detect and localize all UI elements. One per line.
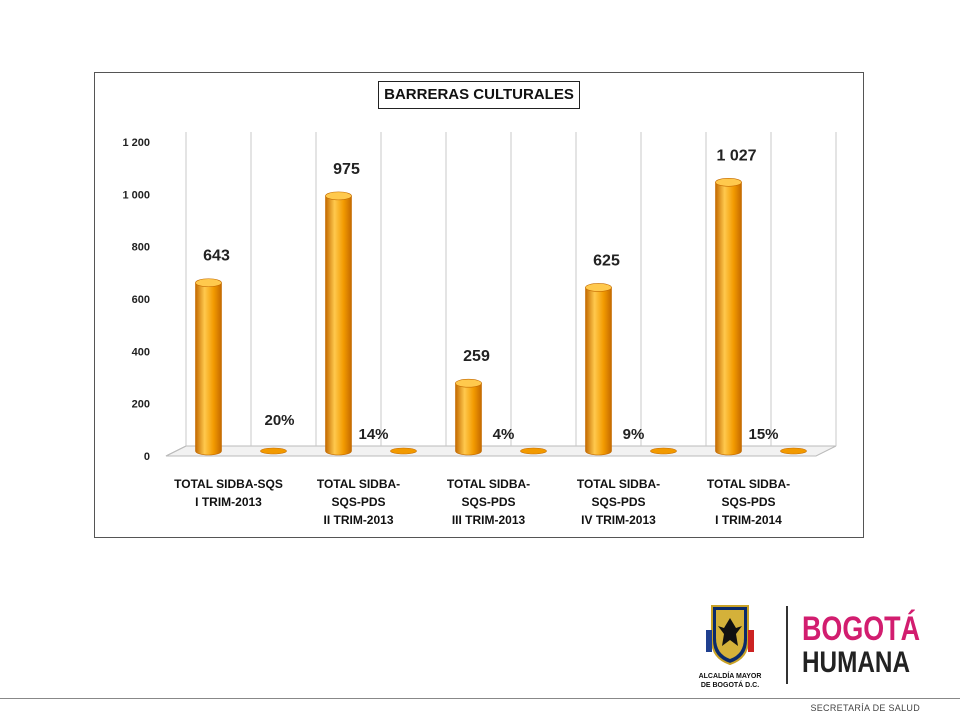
y-tick-label: 1 000: [122, 189, 150, 201]
x-tick-label: TOTAL SIDBA-SQS I TRIM-2013: [163, 475, 295, 511]
bar-top-2: [325, 191, 352, 201]
x-tick-label-line: SQS-PDS: [461, 495, 516, 509]
bar-chart: 0 200 400 600 800 1 000 1 200 643 20% 975 14% 259 4%…: [122, 132, 837, 463]
x-tick-label-line: SQS-PDS: [721, 495, 776, 509]
percent-label-5: 15%: [748, 426, 778, 443]
alcaldia-line2: DE BOGOTÁ D.C.: [701, 680, 759, 689]
x-tick-label-line: I TRIM-2013: [195, 495, 262, 509]
bar-4: [585, 287, 612, 456]
x-tick-label: TOTAL SIDBA- SQS-PDS IV TRIM-2013: [553, 475, 685, 529]
chart-title: BARRERAS CULTURALES: [378, 81, 580, 109]
footer-text: SECRETARÍA DE SALUD: [810, 703, 920, 713]
y-tick-label: 800: [132, 242, 150, 254]
x-tick-label-line: TOTAL SIDBA-SQS: [174, 477, 283, 491]
bar-1: [195, 282, 222, 456]
x-tick-label: TOTAL SIDBA- SQS-PDS I TRIM-2014: [683, 475, 815, 529]
x-tick-label-line: SQS-PDS: [591, 495, 646, 509]
value-label-1: 643: [203, 248, 230, 265]
value-label-5: 1 027: [716, 147, 756, 164]
axis-corner: [165, 445, 187, 457]
y-tick-label: 200: [132, 399, 150, 411]
x-tick-label-line: IV TRIM-2013: [581, 513, 656, 527]
x-tick-label-line: III TRIM-2013: [451, 513, 526, 527]
y-tick-label: 400: [132, 346, 150, 358]
x-tick-label-line: TOTAL SIDBA-: [316, 477, 401, 491]
bar-3: [455, 382, 482, 456]
x-tick-label: TOTAL SIDBA- SQS-PDS II TRIM-2013: [293, 475, 425, 529]
logos-svg: ALCALDÍA MAYOR DE BOGOTÁ D.C. BOGOTÁ HUM…: [699, 605, 920, 689]
x-tick-label-line: TOTAL SIDBA-: [576, 477, 661, 491]
y-tick-label: 600: [132, 294, 150, 306]
bar-top-4: [585, 283, 612, 292]
logo-divider: [786, 606, 788, 684]
percent-label-3: 4%: [493, 426, 515, 443]
coat-of-arms-icon: [706, 605, 754, 666]
x-tick-label-line: TOTAL SIDBA-: [706, 477, 791, 491]
x-tick-label: TOTAL SIDBA- SQS-PDS III TRIM-2013: [423, 475, 555, 529]
bar-top-3: [455, 378, 482, 388]
percent-disc-5: [780, 447, 807, 455]
percent-disc-2: [390, 447, 417, 455]
bar-5: [715, 181, 742, 456]
alcaldia-line1: ALCALDÍA MAYOR: [699, 671, 762, 680]
percent-label-2: 14%: [358, 426, 388, 443]
x-tick-label-line: TOTAL SIDBA-: [446, 477, 531, 491]
bogota-wordmark: BOGOTÁ: [802, 610, 920, 648]
y-tick-label: 0: [144, 451, 150, 463]
x-tick-label-line: I TRIM-2014: [715, 513, 782, 527]
percent-disc-3: [520, 447, 547, 455]
humana-wordmark: HUMANA: [802, 646, 910, 679]
x-tick-label-line: SQS-PDS: [331, 495, 386, 509]
logo-area: ALCALDÍA MAYOR DE BOGOTÁ D.C. BOGOTÁ HUM…: [690, 600, 930, 690]
value-label-4: 625: [593, 252, 620, 269]
x-tick-label-line: II TRIM-2013: [323, 513, 394, 527]
value-label-2: 975: [333, 161, 360, 178]
footer-divider: [0, 698, 960, 699]
value-label-3: 259: [463, 348, 490, 365]
percent-label-1: 20%: [264, 412, 294, 429]
bar-top-5: [715, 177, 742, 187]
percent-disc-4: [650, 447, 677, 455]
y-tick-label: 1 200: [122, 137, 150, 149]
percent-disc-1: [260, 447, 287, 455]
bar-top-1: [195, 278, 222, 288]
bar-2: [325, 195, 352, 456]
percent-label-4: 9%: [623, 426, 645, 443]
